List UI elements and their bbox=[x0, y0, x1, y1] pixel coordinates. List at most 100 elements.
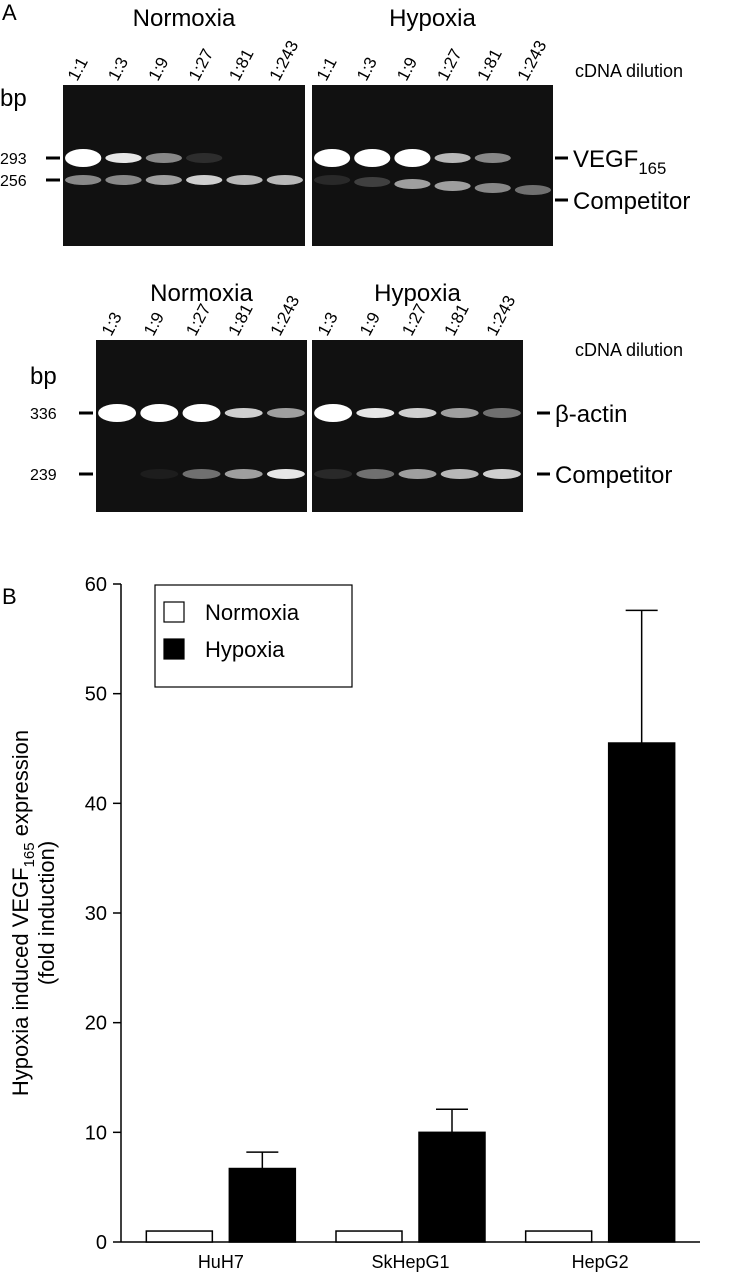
gel-band bbox=[314, 469, 353, 479]
gel-band bbox=[482, 469, 521, 479]
gel-band bbox=[434, 181, 471, 191]
gel-lane-panel bbox=[312, 340, 523, 512]
gel-band bbox=[356, 469, 395, 479]
marker-size: 336 bbox=[30, 406, 57, 423]
band-label-main: β-actin bbox=[555, 401, 628, 428]
band-label-main: VEGF bbox=[573, 146, 638, 173]
y-tick-label: 60 bbox=[85, 574, 107, 596]
gel-band bbox=[182, 469, 221, 479]
condition-title: Hypoxia bbox=[374, 280, 461, 307]
gel-band bbox=[354, 177, 391, 187]
lane-label: 1:3 bbox=[98, 309, 126, 339]
marker-size: 293 bbox=[0, 151, 27, 168]
legend-swatch bbox=[163, 601, 185, 623]
lane-label: 1:243 bbox=[483, 292, 520, 338]
gel-band bbox=[186, 153, 223, 163]
gel-band bbox=[440, 469, 479, 479]
gel-band bbox=[182, 404, 221, 422]
y-tick-label: 50 bbox=[85, 684, 107, 706]
band-label: VEGF165 bbox=[573, 146, 666, 178]
gel-band bbox=[65, 175, 102, 185]
bar bbox=[335, 1230, 403, 1243]
gel-band bbox=[394, 179, 431, 189]
band-label-subscript: 165 bbox=[638, 159, 666, 178]
gel-band bbox=[226, 175, 263, 185]
band-label-main: Competitor bbox=[573, 188, 690, 215]
gel-band bbox=[140, 469, 179, 479]
y-tick-label: 40 bbox=[85, 793, 107, 815]
y-axis-label: Hypoxia induced VEGF165 expression bbox=[8, 730, 38, 1096]
marker-size: 256 bbox=[0, 173, 27, 190]
gel-band bbox=[145, 175, 182, 185]
unit-label: bp bbox=[0, 85, 27, 112]
lane-label: 1:9 bbox=[145, 54, 173, 84]
lane-label: 1:27 bbox=[433, 46, 465, 84]
panel-label: B bbox=[2, 584, 17, 609]
y-tick-label: 30 bbox=[85, 903, 107, 925]
condition-title: Normoxia bbox=[150, 280, 253, 307]
error-bar bbox=[625, 609, 658, 744]
unit-label: bp bbox=[30, 363, 57, 390]
gel-band bbox=[314, 149, 351, 167]
bar bbox=[524, 1230, 593, 1243]
gel-band bbox=[314, 404, 353, 422]
band-label: β-actin bbox=[555, 401, 628, 428]
error-bar bbox=[436, 1108, 468, 1133]
lane-label: 1:9 bbox=[356, 309, 384, 339]
lane-label: 1:1 bbox=[313, 54, 341, 84]
condition-title: Hypoxia bbox=[389, 5, 476, 32]
gel-band bbox=[398, 469, 437, 479]
legend-label: Normoxia bbox=[205, 600, 300, 625]
gel-band bbox=[440, 408, 479, 418]
y-tick-label: 0 bbox=[96, 1232, 107, 1254]
panel-label: A bbox=[2, 0, 17, 25]
gel-band bbox=[434, 153, 471, 163]
gel-band bbox=[145, 153, 182, 163]
y-axis-label-subscript: 165 bbox=[21, 842, 38, 867]
lane-label: 1:243 bbox=[514, 37, 551, 83]
dilution-label: cDNA dilution bbox=[575, 61, 683, 81]
lane-label: 1:81 bbox=[225, 46, 257, 84]
y-tick-label: 10 bbox=[85, 1122, 107, 1144]
lane-label: 1:3 bbox=[104, 54, 132, 84]
lane-label: 1:81 bbox=[474, 46, 506, 84]
gel-lane-panel bbox=[96, 340, 307, 512]
dilution-label: cDNA dilution bbox=[575, 340, 683, 360]
gel-band bbox=[474, 153, 511, 163]
gel-band bbox=[314, 175, 351, 185]
gel-band bbox=[140, 404, 179, 422]
gel-band bbox=[224, 469, 263, 479]
gel-band bbox=[398, 408, 437, 418]
gel-lane-panel bbox=[63, 85, 305, 246]
gel-band bbox=[482, 408, 521, 418]
bar bbox=[607, 742, 676, 1243]
band-label-main: Competitor bbox=[555, 462, 672, 489]
condition-title: Normoxia bbox=[133, 5, 236, 32]
lane-label: 1:243 bbox=[267, 292, 304, 338]
y-axis-label-line2: (fold induction) bbox=[34, 841, 59, 985]
lane-label: 1:27 bbox=[185, 46, 217, 84]
gel-band bbox=[356, 408, 395, 418]
gel-band bbox=[224, 408, 263, 418]
gel-band bbox=[266, 175, 303, 185]
x-tick-label: HepG2 bbox=[572, 1252, 629, 1272]
error-bar bbox=[246, 1151, 279, 1169]
lane-label: 1:3 bbox=[314, 309, 342, 339]
gel-band bbox=[394, 149, 431, 167]
gel-band bbox=[65, 149, 102, 167]
band-label: Competitor bbox=[573, 188, 690, 215]
gel-band bbox=[105, 153, 142, 163]
legend-label: Hypoxia bbox=[205, 637, 285, 662]
legend-swatch bbox=[163, 638, 185, 660]
lane-label: 1:243 bbox=[266, 37, 303, 83]
lane-label: 1:9 bbox=[393, 54, 421, 84]
gel-lane-panel bbox=[312, 85, 553, 246]
gel-band bbox=[98, 404, 137, 422]
marker-size: 239 bbox=[30, 467, 57, 484]
lane-label: 1:1 bbox=[64, 54, 92, 84]
gel-band bbox=[474, 183, 511, 193]
lane-label: 1:9 bbox=[140, 309, 168, 339]
band-label: Competitor bbox=[555, 462, 672, 489]
gel-band bbox=[266, 469, 305, 479]
